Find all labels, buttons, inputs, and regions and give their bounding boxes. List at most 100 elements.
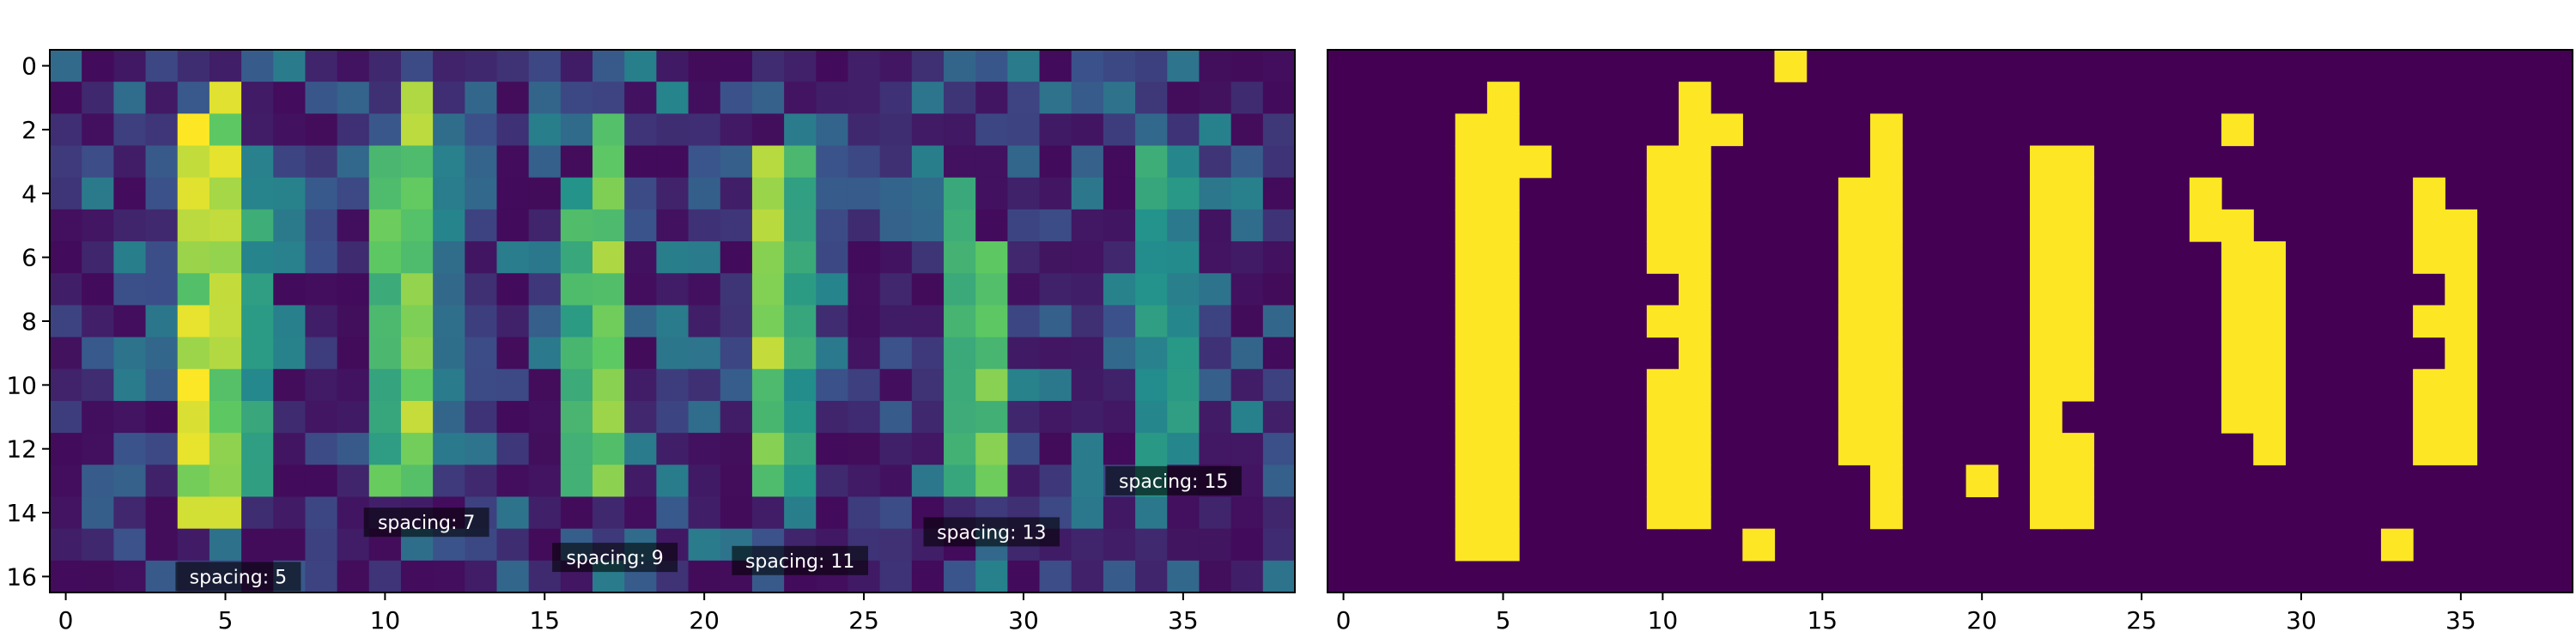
- heatmap-cell: [368, 305, 402, 338]
- mask-cell: [2029, 465, 2063, 498]
- heatmap-cell: [50, 433, 82, 465]
- heatmap-cell: [337, 368, 370, 402]
- heatmap-cell: [1167, 145, 1200, 179]
- heatmap-cell: [1039, 400, 1072, 434]
- heatmap-cell: [784, 113, 817, 147]
- mask-cell: [2413, 241, 2445, 274]
- heatmap-cell: [50, 209, 82, 242]
- heatmap-cell: [816, 305, 849, 338]
- heatmap-cell: [145, 113, 179, 147]
- heatmap-cell: [273, 337, 307, 370]
- mask-cell: [1838, 368, 1871, 402]
- mask-cell: [1678, 177, 1711, 210]
- mask-cell: [1678, 465, 1711, 498]
- heatmap-cell: [465, 241, 498, 274]
- heatmap-cell: [720, 145, 753, 179]
- heatmap-cell: [273, 241, 307, 274]
- heatmap-cell: [177, 305, 210, 338]
- heatmap-cell: [560, 433, 593, 465]
- heatmap-cell: [1007, 305, 1041, 338]
- heatmap-cell: [400, 337, 434, 370]
- x-tick-label: 35: [1168, 606, 1199, 635]
- heatmap-cell: [177, 50, 210, 82]
- heatmap-cell: [975, 273, 1008, 307]
- heatmap-cell: [1039, 113, 1072, 147]
- heatmap-cell: [1103, 560, 1136, 593]
- mask-cell: [1870, 305, 1903, 338]
- mask-cell: [1455, 273, 1488, 307]
- heatmap-cell: [177, 465, 210, 498]
- heatmap-cell: [1262, 496, 1296, 530]
- heatmap-cell: [1135, 560, 1168, 593]
- heatmap-cell: [1071, 560, 1104, 593]
- mask-cell: [1678, 209, 1711, 242]
- heatmap-cell: [368, 400, 402, 434]
- heatmap-cell: [1103, 368, 1136, 402]
- heatmap-cell: [879, 305, 913, 338]
- mask-cell: [1646, 465, 1680, 498]
- heatmap-cell: [305, 113, 338, 147]
- left-x-axis: 0 5 10 15 20 25 30 35: [58, 592, 1199, 635]
- heatmap-cell: [848, 496, 881, 530]
- heatmap-cell: [816, 368, 849, 402]
- heatmap-cell: [624, 368, 658, 402]
- heatmap-cell: [975, 337, 1008, 370]
- mask-cell: [1486, 209, 1520, 242]
- x-tick-label: 10: [1648, 606, 1679, 635]
- heatmap-cell: [720, 465, 753, 498]
- heatmap-cell: [944, 241, 976, 274]
- heatmap-cell: [465, 400, 498, 434]
- heatmap-cell: [368, 337, 402, 370]
- heatmap-cell: [624, 50, 658, 82]
- heatmap-cell: [209, 465, 242, 498]
- heatmap-cell: [1199, 496, 1232, 530]
- heatmap-cell: [975, 305, 1008, 338]
- heatmap-cell: [496, 145, 530, 179]
- heatmap-cell: [1230, 528, 1264, 562]
- heatmap-cell: [656, 337, 690, 370]
- heatmap-cell: [209, 241, 242, 274]
- mask-cell: [1838, 241, 1871, 274]
- heatmap-cell: [273, 209, 307, 242]
- heatmap-cell: [177, 528, 210, 562]
- mask-cell: [2029, 145, 2063, 179]
- heatmap-cell: [465, 177, 498, 210]
- heatmap-cell: [496, 560, 530, 593]
- mask-cell: [1870, 145, 1903, 179]
- heatmap-cell: [496, 177, 530, 210]
- heatmap-cell: [784, 368, 817, 402]
- mask-cell: [2062, 433, 2094, 465]
- heatmap-cell: [1230, 560, 1264, 593]
- heatmap-cell: [592, 305, 625, 338]
- heatmap-cell: [592, 433, 625, 465]
- heatmap-cell: [1135, 337, 1168, 370]
- heatmap-cell: [273, 273, 307, 307]
- heatmap-cell: [209, 82, 242, 114]
- heatmap-cell: [751, 241, 785, 274]
- heatmap-cell: [784, 241, 817, 274]
- heatmap-cell: [433, 82, 465, 114]
- heatmap-cell: [400, 145, 434, 179]
- heatmap-cell: [720, 337, 753, 370]
- right-x-axis: 0 5 10 15 20 25 30 35: [1336, 592, 2476, 635]
- heatmap-cell: [1007, 82, 1041, 114]
- heatmap-cell: [624, 433, 658, 465]
- heatmap-cell: [528, 241, 562, 274]
- mask-cell: [1678, 368, 1711, 402]
- heatmap-cell: [305, 273, 338, 307]
- heatmap-cell: [1039, 368, 1072, 402]
- heatmap-cell: [879, 528, 913, 562]
- heatmap-cell: [177, 273, 210, 307]
- heatmap-cell: [241, 50, 274, 82]
- heatmap-cell: [305, 337, 338, 370]
- mask-cell: [2445, 209, 2478, 242]
- heatmap-cell: [816, 145, 849, 179]
- heatmap-cell: [560, 400, 593, 434]
- heatmap-cell: [209, 496, 242, 530]
- y-tick-label: 16: [6, 562, 37, 591]
- heatmap-cell: [656, 465, 690, 498]
- mask-cell: [1486, 400, 1520, 434]
- mask-cell: [1870, 465, 1903, 498]
- heatmap-cell: [1167, 368, 1200, 402]
- heatmap-cell: [624, 241, 658, 274]
